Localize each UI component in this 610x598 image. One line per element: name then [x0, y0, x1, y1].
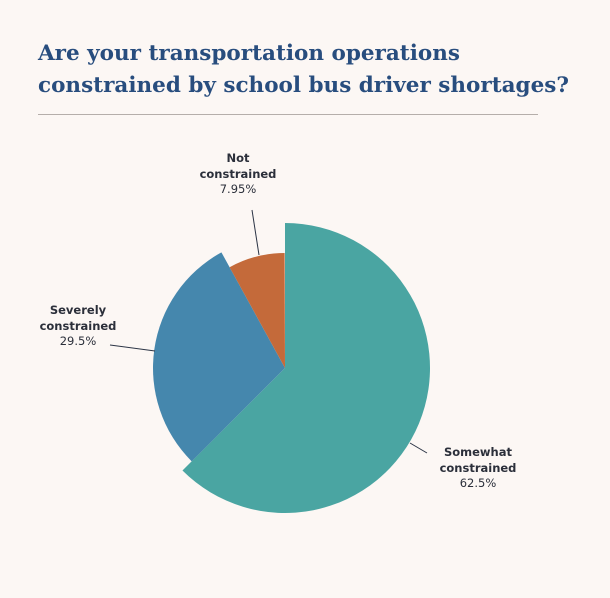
slice-label-name: constrained — [199, 166, 277, 181]
slice-value-label: 7.95% — [219, 182, 257, 196]
pie-slice-not-constrained — [229, 253, 285, 368]
slice-label-severely-constrained: Severely constrained 29.5% — [40, 303, 117, 350]
title-divider — [38, 114, 538, 115]
leader-line — [409, 442, 428, 454]
chart-title: Are your transportation operations const… — [38, 41, 569, 98]
pie-slice-severely-constrained — [152, 252, 285, 462]
slice-label-not-constrained: Not constrained 7.95% — [200, 151, 277, 198]
leader-line — [109, 344, 156, 352]
slice-label-name: constrained — [39, 318, 117, 333]
slice-label-name: Severely — [49, 303, 107, 317]
slice-value-label: 62.5% — [459, 476, 497, 490]
slice-label-name: Not — [226, 151, 250, 165]
slice-label-name: constrained — [439, 460, 517, 475]
slice-label-name: Somewhat — [443, 445, 513, 459]
pie-slice-somewhat-constrained — [182, 223, 430, 513]
leader-line — [251, 209, 260, 256]
slice-label-somewhat-constrained: Somewhat constrained 62.5% — [440, 445, 517, 492]
slice-value-label: 29.5% — [59, 334, 97, 348]
